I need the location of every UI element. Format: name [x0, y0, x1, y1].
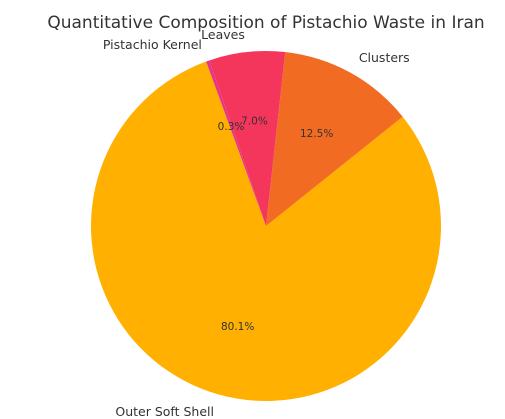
slice-label-pistachio-kernel: Pistachio Kernel [103, 37, 202, 52]
pct-label-outer-soft-shell: 80.1% [221, 321, 254, 333]
chart-title: Quantitative Composition of Pistachio Wa… [47, 13, 484, 33]
pie-slice-leaves [209, 51, 286, 226]
pie-slices [90, 51, 441, 401]
slice-label-outer-soft-shell: Outer Soft Shell [115, 404, 214, 419]
pct-label-leaves: 7.0% [241, 116, 268, 128]
pie-slice-pistachio-kernel [206, 60, 266, 227]
slice-label-leaves: Leaves [201, 27, 245, 42]
pct-label-clusters: 12.5% [300, 128, 333, 140]
pct-label-pistachio-kernel: 0.3% [218, 121, 245, 133]
pie-slice-clusters [266, 52, 403, 227]
slice-label-clusters: Clusters [359, 50, 410, 65]
pie-slice-outer-soft-shell [90, 61, 441, 401]
pie-labels: Outer Soft Shell 80.1% Clusters 12.5% Leaves… [103, 27, 410, 419]
